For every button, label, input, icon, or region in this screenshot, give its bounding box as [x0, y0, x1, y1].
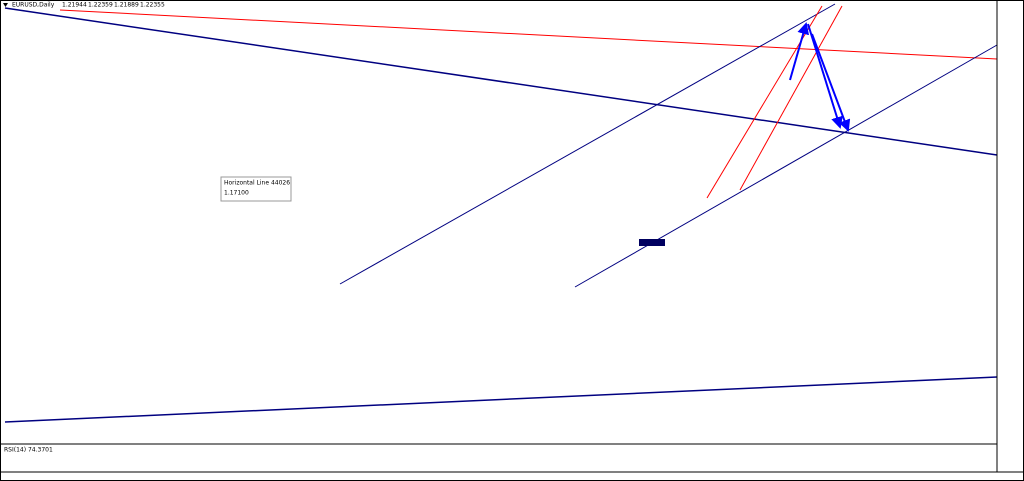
channel-line: [339, 3, 836, 285]
trend-line: [59, 9, 998, 60]
annotation-name: Horizontal Line 44026: [224, 180, 290, 187]
annotation-box: Horizontal Line 44026 1.17100: [220, 176, 292, 202]
symbol: EURUSD,Daily: [12, 2, 55, 9]
tooltip: [220, 176, 292, 202]
header: EURUSD,Daily 1.21944 1.22359 1.21889 1.2…: [3, 2, 165, 9]
rsi-title: RSI(14) 74.3701: [4, 447, 53, 454]
menu-icon: [3, 3, 8, 7]
arrow: [807, 23, 843, 129]
annotation-price: 1.17100: [224, 190, 249, 197]
trend-lines: [4, 3, 998, 423]
trend-line: [4, 7, 998, 156]
header-close: 1.22355: [140, 2, 165, 9]
channel-line: [739, 5, 843, 191]
arrow: [811, 33, 851, 132]
zone-box: [639, 239, 665, 246]
trend-line: [4, 376, 998, 423]
channel-line: [574, 44, 998, 288]
header-low: 1.21889: [114, 2, 139, 9]
header-open: 1.21944: [62, 2, 87, 9]
header-high: 1.22359: [88, 2, 113, 9]
arrow: [789, 22, 810, 81]
